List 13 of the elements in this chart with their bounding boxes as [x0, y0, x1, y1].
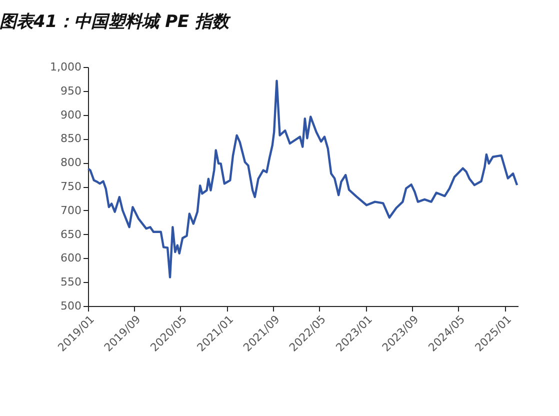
y-tick-label: 1,000 — [50, 60, 82, 74]
y-tick-label: 850 — [60, 132, 82, 146]
line-series — [87, 80, 518, 278]
y-tick-label: 750 — [60, 180, 82, 193]
y-tick-label: 950 — [60, 84, 82, 98]
y-tick-label: 600 — [60, 252, 82, 265]
y-tick-label: 700 — [60, 204, 82, 217]
y-tick-label: 900 — [60, 108, 82, 122]
chart-title: 图表41：中国塑料城 PE 指数 — [0, 11, 232, 32]
y-tick-label: 650 — [60, 228, 82, 241]
y-tick-label: 500 — [60, 300, 82, 312]
y-tick-label: 800 — [60, 156, 82, 170]
y-tick-label: 550 — [60, 276, 82, 289]
